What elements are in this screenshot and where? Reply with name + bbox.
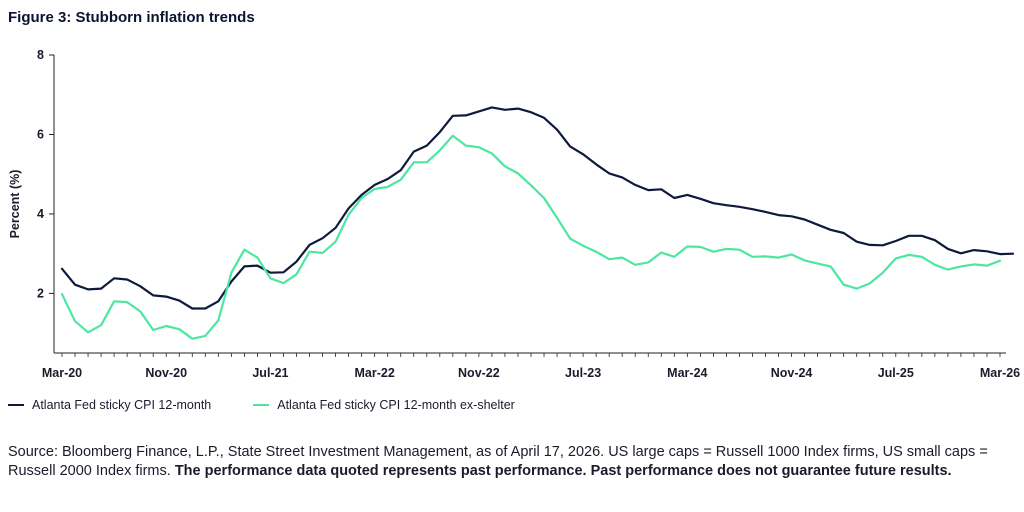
legend-label-sticky-cpi-ex-shelter: Atlanta Fed sticky CPI 12-month ex-shelt… [277,398,515,412]
y-tick-label: 4 [37,207,44,221]
chart-title: Figure 3: Stubborn inflation trends [8,9,255,26]
legend-label-sticky-cpi: Atlanta Fed sticky CPI 12-month [32,398,212,412]
line-chart: 2 4 6 8 Percent (%) Mar-20 Nov-20 Jul-21 Mar-22 N… [8,48,1020,380]
legend-swatch-sticky-cpi-ex-shelter [253,404,270,406]
x-tick-label: Mar-22 [355,366,395,380]
chart-series [60,106,1015,340]
x-tick-label: Mar-20 [42,366,82,380]
x-tick-label: Jul-25 [878,366,914,380]
y-tick-label: 2 [37,286,44,300]
x-tick-label: Mar-24 [667,366,707,380]
legend-swatch-sticky-cpi [8,404,24,406]
x-tick-label: Nov-24 [771,366,813,380]
series-line-1 [60,106,1015,310]
source-note: Source: Bloomberg Finance, L.P., State S… [8,443,1013,481]
source-text: Source: Bloomberg Finance, L.P., State S… [8,444,988,479]
disclaimer-text: The performance data quoted represents p… [174,463,952,479]
series-line-2 [60,134,1002,340]
y-tick-label: 6 [37,127,44,141]
legend-item-sticky-cpi: Atlanta Fed sticky CPI 12-month [8,398,211,412]
x-tick-label: Mar-26 [980,366,1020,380]
legend: Atlanta Fed sticky CPI 12-month Atlanta … [8,398,515,412]
x-tick-label: Nov-22 [458,366,500,380]
y-axis-label: Percent (%) [8,170,22,239]
y-tick-label: 8 [37,48,44,62]
x-tick-label: Jul-21 [252,366,288,380]
chart-axes: 2 4 6 8 Percent (%) Mar-20 Nov-20 Jul-21 Mar-22 N… [8,48,1020,380]
legend-item-sticky-cpi-ex-shelter: Atlanta Fed sticky CPI 12-month ex-shelt… [253,398,515,412]
x-tick-label: Nov-20 [145,366,187,380]
x-tick-label: Jul-23 [565,366,601,380]
